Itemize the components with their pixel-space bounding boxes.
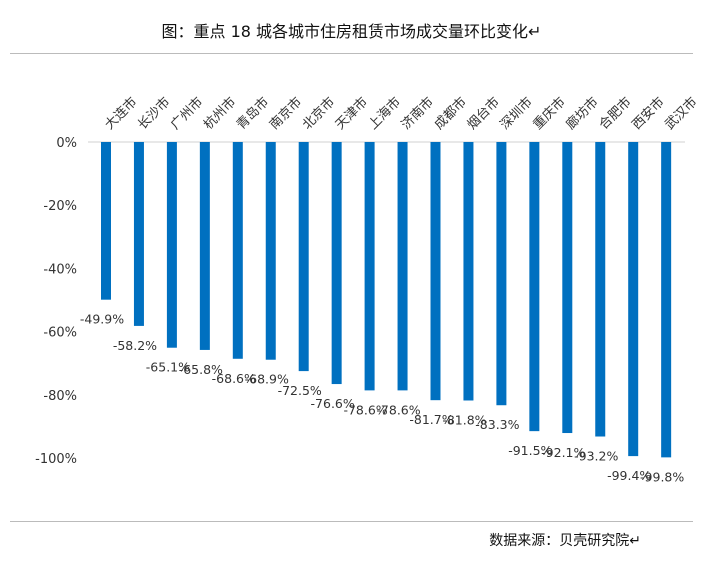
x-tick-label: 广州市 xyxy=(167,94,206,133)
top-divider xyxy=(10,53,693,54)
y-tick-label: -80% xyxy=(43,389,77,404)
bar xyxy=(364,142,375,391)
data-label: -49.9% xyxy=(80,312,124,327)
bar xyxy=(430,142,441,401)
bottom-divider xyxy=(10,521,693,522)
bar xyxy=(166,142,177,348)
chart-title: 图：重点 18 城各城市住房租赁市场成交量环比变化↵ xyxy=(161,22,542,41)
data-label: -83.3% xyxy=(475,417,519,432)
bar xyxy=(562,142,573,434)
bar xyxy=(133,142,144,326)
data-label: -68.9% xyxy=(245,372,289,387)
bar xyxy=(101,142,111,300)
x-tick-label: 上海市 xyxy=(365,94,404,133)
x-tick-label: 南京市 xyxy=(266,94,305,133)
bar xyxy=(232,142,243,359)
data-label: -58.2% xyxy=(113,338,157,353)
bar xyxy=(331,142,342,385)
data-label: -65.1% xyxy=(146,360,190,375)
data-label: -91.5% xyxy=(508,443,552,458)
x-tick-label: 天津市 xyxy=(332,94,371,133)
source-note: 数据来源：贝壳研究院↵ xyxy=(489,533,641,549)
data-label: -76.6% xyxy=(311,396,355,411)
x-tick-label: 成都市 xyxy=(431,94,470,133)
data-label: -81.8% xyxy=(442,412,486,427)
data-label: -68.6% xyxy=(212,371,256,386)
x-tick-label: 济南市 xyxy=(398,94,437,133)
x-tick-label: 长沙市 xyxy=(134,94,173,133)
bar xyxy=(529,142,540,432)
x-tick-label: 杭州市 xyxy=(200,94,239,133)
data-label: -99.4% xyxy=(607,468,651,483)
x-tick-label: 青岛市 xyxy=(233,94,272,133)
y-tick-label: -40% xyxy=(43,262,77,277)
bar xyxy=(463,142,474,401)
bar xyxy=(496,142,507,406)
x-tick-label: 大连市 xyxy=(102,94,141,133)
bar xyxy=(397,142,408,391)
x-tick-label: 西安市 xyxy=(629,94,668,133)
x-tick-label: 重庆市 xyxy=(530,94,569,133)
bar xyxy=(298,142,309,372)
x-tick-label: 烟台市 xyxy=(464,94,503,133)
bar xyxy=(595,142,606,437)
y-tick-label: 0% xyxy=(56,136,77,151)
bar xyxy=(661,142,672,458)
x-tick-label: 廊坊市 xyxy=(563,94,602,133)
data-label: -78.6% xyxy=(343,402,387,417)
y-tick-label: -60% xyxy=(43,326,77,341)
x-tick-label: 合肥市 xyxy=(596,94,635,133)
data-label: -99.8% xyxy=(640,469,684,484)
x-tick-label: 深圳市 xyxy=(497,94,536,133)
data-label: -81.7% xyxy=(409,412,453,427)
y-tick-label: -20% xyxy=(43,199,77,214)
data-label: -92.1% xyxy=(541,445,585,460)
data-label: -65.8% xyxy=(179,362,223,377)
x-tick-label: 北京市 xyxy=(299,94,338,133)
bar xyxy=(265,142,276,360)
data-label: -72.5% xyxy=(278,383,322,398)
y-tick-label: -100% xyxy=(35,452,77,467)
x-tick-label: 武汉市 xyxy=(662,94,701,133)
data-label: -93.2% xyxy=(574,449,618,464)
bar xyxy=(199,142,210,350)
data-label: -78.6% xyxy=(376,402,420,417)
bar xyxy=(628,142,639,457)
